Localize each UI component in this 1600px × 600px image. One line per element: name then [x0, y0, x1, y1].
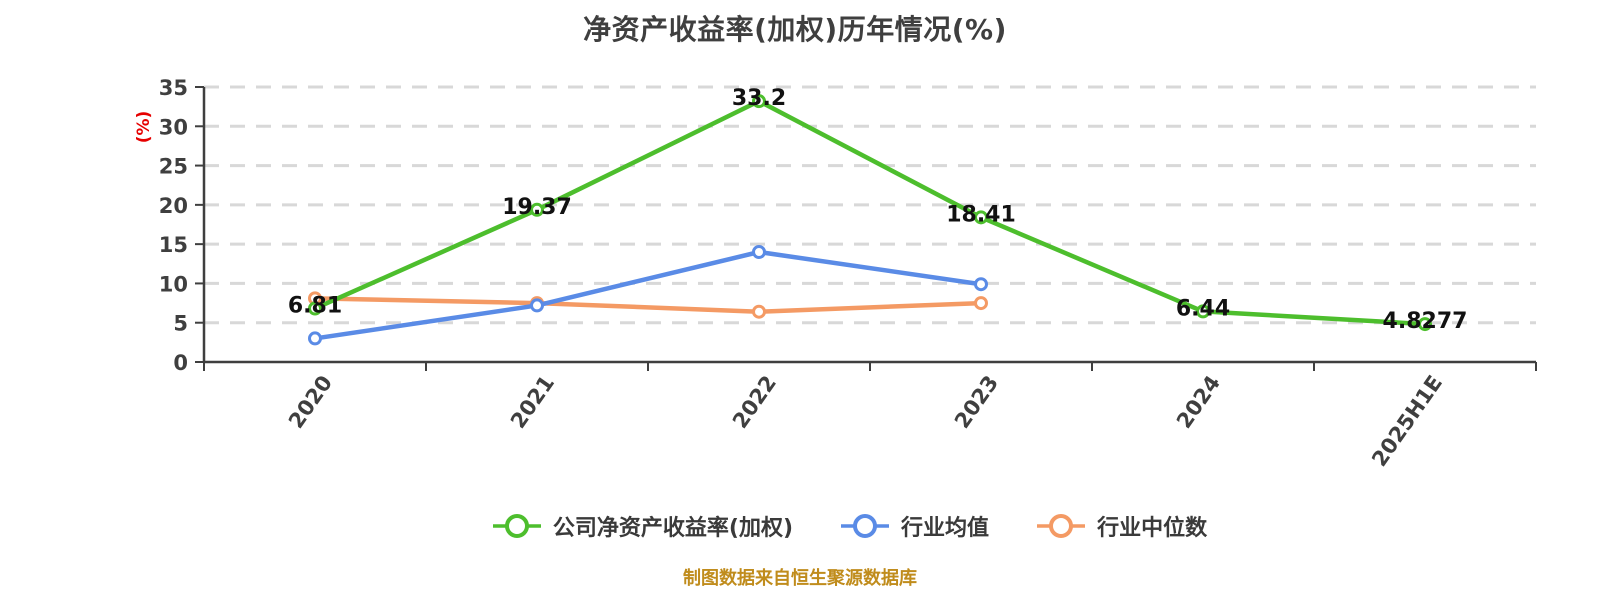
chart-title: 净资产收益率(加权)历年情况(%): [583, 13, 1007, 46]
data-point-company: [752, 94, 766, 109]
data-point-industry_avg: [974, 277, 988, 292]
legend-item-label: 行业均值: [901, 516, 990, 541]
x-axis-tick-label: 2025H1E: [1367, 371, 1447, 471]
y-axis-tick-label: 15: [159, 233, 188, 257]
legend-marker-icon: [1037, 514, 1086, 538]
legend-item-label: 行业中位数: [1097, 516, 1208, 541]
data-source-note: 制图数据来自恒生聚源数据库: [683, 568, 917, 589]
y-axis-tick-label: 35: [159, 76, 188, 100]
x-axis-tick-label: 2022: [728, 371, 781, 433]
x-axis-tick-label: 2023: [950, 371, 1003, 433]
data-point-company: [1418, 317, 1432, 332]
series-line-industry_median: [312, 296, 984, 314]
legend-marker-icon: [841, 514, 890, 538]
data-point-label: 33.2: [732, 86, 786, 111]
chart-legend: 公司净资产收益率(加权) 行业均值 行业中位数: [50, 510, 1600, 542]
data-point-company: [1196, 304, 1210, 319]
data-point-label: 4.8277: [1383, 309, 1468, 334]
data-point-company: [530, 202, 544, 217]
x-axis-tick-label: 2021: [506, 371, 559, 433]
y-axis-tick-label: 5: [173, 312, 188, 336]
legend-marker-icon: [492, 514, 541, 538]
legend-item-company[interactable]: 公司净资产收益率(加权): [492, 510, 794, 542]
data-point-industry_avg: [308, 331, 322, 346]
legend-item-industry_avg[interactable]: 行业均值: [841, 510, 989, 542]
data-point-label: 19.37: [502, 195, 572, 220]
y-axis-tick-label: 0: [173, 351, 188, 375]
legend-marker-circle: [1049, 514, 1074, 538]
legend-item-label: 公司净资产收益率(加权): [552, 516, 794, 541]
data-point-company: [308, 301, 322, 316]
legend-marker-circle: [853, 514, 878, 538]
x-axis-tick-label: 2024: [1172, 371, 1225, 433]
data-point-industry_avg: [752, 245, 766, 259]
y-axis-tick-label: 25: [159, 155, 188, 179]
legend-marker-circle: [504, 514, 529, 538]
y-axis-unit-label: (%): [134, 111, 154, 144]
data-point-label: 6.81: [288, 293, 342, 318]
x-axis-tick-label: 2020: [284, 371, 337, 433]
data-point-label: 18.41: [946, 202, 1016, 227]
legend-item-industry_median[interactable]: 行业中位数: [1037, 510, 1207, 542]
data-point-industry_median: [974, 296, 988, 311]
y-axis-tick-label: 30: [159, 115, 188, 139]
series-line-company: [312, 98, 1428, 327]
data-point-company: [974, 210, 988, 225]
y-axis-tick-label: 20: [159, 194, 188, 218]
y-axis-tick-label: 10: [159, 272, 188, 296]
data-point-industry_avg: [530, 298, 544, 313]
data-point-industry_median: [752, 304, 766, 319]
data-point-label: 6.44: [1176, 296, 1230, 321]
series-line-industry_avg: [312, 249, 984, 341]
